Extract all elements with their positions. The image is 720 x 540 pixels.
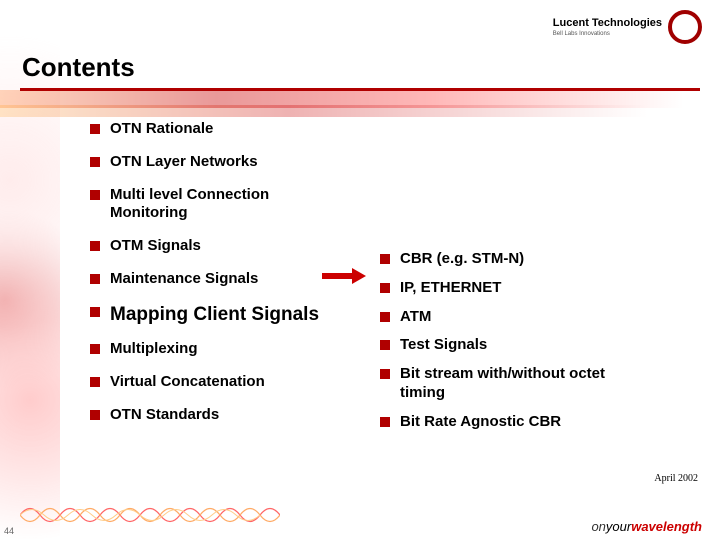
list-item: Multi level Connection Monitoring [90, 186, 340, 224]
footer-wave-icon [20, 500, 280, 530]
item-label: OTN Rationale [110, 120, 213, 139]
list-item: Maintenance Signals [90, 270, 340, 289]
right-column: CBR (e.g. STM-N) IP, ETHERNET ATM Test Sign… [380, 250, 640, 441]
footer-tagline: onyourwavelength [591, 519, 702, 534]
square-bullet-icon [90, 157, 100, 167]
list-item: Virtual Concatenation [90, 373, 340, 392]
item-label: Bit Rate Agnostic CBR [400, 413, 561, 432]
tagline-on: on [591, 519, 605, 534]
item-label: Multi level Connection Monitoring [110, 186, 340, 224]
item-label: OTN Standards [110, 406, 219, 425]
decorative-band-2 [0, 105, 720, 117]
brand-logo: Lucent Technologies Bell Labs Innovation… [553, 10, 702, 44]
square-bullet-icon [380, 340, 390, 350]
square-bullet-icon [90, 274, 100, 284]
item-label: ATM [400, 308, 431, 327]
square-bullet-icon [380, 417, 390, 427]
list-item: OTN Rationale [90, 120, 340, 139]
ring-icon [668, 10, 702, 44]
square-bullet-icon [380, 254, 390, 264]
item-label: Virtual Concatenation [110, 373, 265, 392]
list-item: Test Signals [380, 336, 640, 355]
list-item: OTM Signals [90, 237, 340, 256]
list-item: Bit Rate Agnostic CBR [380, 413, 640, 432]
brand-sub: Bell Labs Innovations [553, 31, 662, 37]
list-item: OTN Layer Networks [90, 153, 340, 172]
list-item: IP, ETHERNET [380, 279, 640, 298]
square-bullet-icon [90, 377, 100, 387]
item-label: Mapping Client Signals [110, 303, 319, 327]
item-label: OTM Signals [110, 237, 201, 256]
square-bullet-icon [90, 410, 100, 420]
item-label: IP, ETHERNET [400, 279, 501, 298]
header-rule [20, 88, 700, 91]
square-bullet-icon [90, 190, 100, 200]
item-label: OTN Layer Networks [110, 153, 258, 172]
square-bullet-icon [90, 124, 100, 134]
brand-text: Lucent Technologies Bell Labs Innovation… [553, 18, 662, 37]
square-bullet-icon [90, 307, 100, 317]
list-item: Bit stream with/without octet timing [380, 365, 640, 403]
square-bullet-icon [380, 369, 390, 379]
list-item: ATM [380, 308, 640, 327]
item-label: Bit stream with/without octet timing [400, 365, 640, 403]
tagline-wave: wavelength [631, 519, 702, 534]
square-bullet-icon [380, 312, 390, 322]
page-number: 44 [4, 526, 14, 536]
list-item: Multiplexing [90, 340, 340, 359]
square-bullet-icon [380, 283, 390, 293]
item-label: Test Signals [400, 336, 487, 355]
list-item: CBR (e.g. STM-N) [380, 250, 640, 269]
square-bullet-icon [90, 241, 100, 251]
item-label: Maintenance Signals [110, 270, 258, 289]
page-title: Contents [22, 52, 135, 83]
tagline-your: your [606, 519, 631, 534]
square-bullet-icon [90, 344, 100, 354]
item-label: Multiplexing [110, 340, 198, 359]
list-item: Mapping Client Signals [90, 303, 340, 327]
left-column: OTN Rationale OTN Layer Networks Multi lev… [90, 120, 340, 439]
item-label: CBR (e.g. STM-N) [400, 250, 524, 269]
brand-main: Lucent Technologies [553, 18, 662, 29]
list-item: OTN Standards [90, 406, 340, 425]
footer-date: April 2002 [654, 473, 698, 484]
